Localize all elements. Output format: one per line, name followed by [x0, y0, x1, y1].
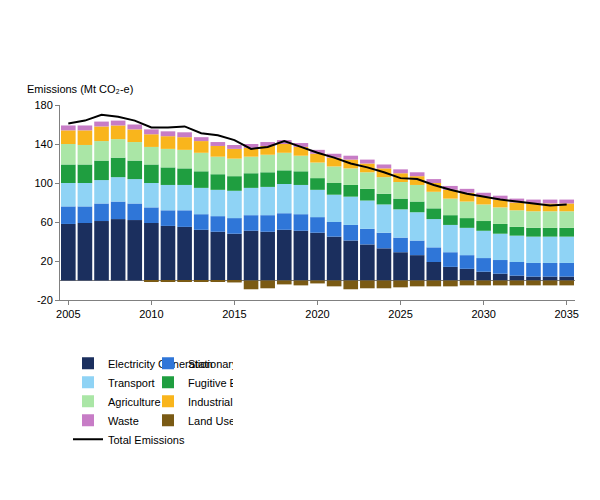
svg-text:Fugitive Emissions: Fugitive Emissions — [188, 377, 233, 389]
svg-text:2020: 2020 — [305, 308, 329, 320]
svg-text:180: 180 — [34, 99, 52, 111]
svg-text:2025: 2025 — [388, 308, 412, 320]
svg-text:Industrial Processes & Product: Industrial Processes & Product Use — [188, 396, 233, 408]
svg-text:140: 140 — [34, 138, 52, 150]
svg-text:Electricity Generation: Electricity Generation — [108, 357, 213, 370]
svg-text:2035: 2035 — [554, 308, 578, 320]
svg-text:Waste: Waste — [108, 415, 139, 427]
svg-text:Transport: Transport — [108, 377, 155, 389]
svg-text:Stationary Energy: Stationary Energy — [188, 358, 233, 370]
svg-text:Agriculture: Agriculture — [108, 396, 161, 408]
svg-text:20: 20 — [41, 255, 53, 267]
svg-text:-20: -20 — [37, 294, 53, 306]
svg-text:2010: 2010 — [139, 308, 163, 320]
svg-text:Land Use, Land Use Change and: Land Use, Land Use Change and Forestry — [188, 415, 233, 427]
svg-text:Emissions (Mt CO₂-e): Emissions (Mt CO₂-e) — [27, 83, 133, 95]
svg-text:Total Emissions: Total Emissions — [108, 434, 185, 446]
svg-text:2030: 2030 — [471, 308, 495, 320]
svg-text:2015: 2015 — [222, 308, 246, 320]
svg-text:2005: 2005 — [56, 308, 80, 320]
svg-text:60: 60 — [41, 216, 53, 228]
svg-text:100: 100 — [34, 177, 52, 189]
